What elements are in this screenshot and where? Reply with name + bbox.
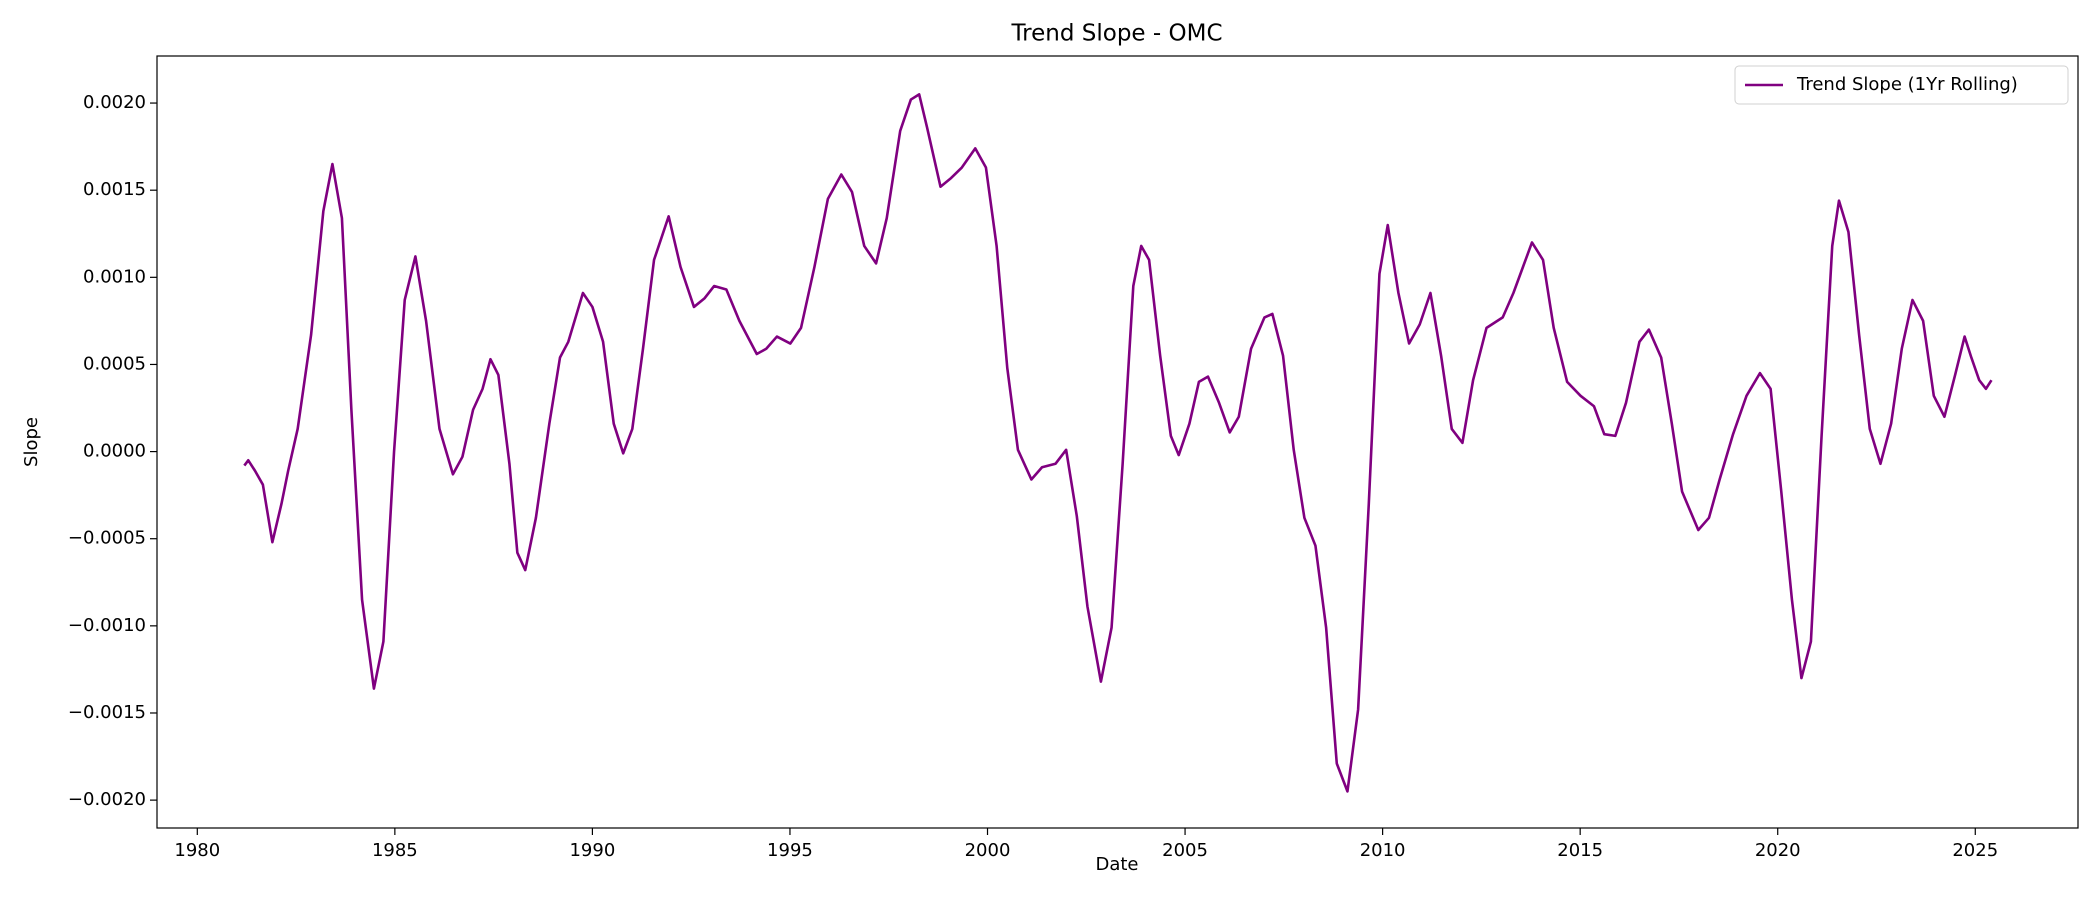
x-tick-label: 1985 (372, 840, 418, 861)
y-tick-label: −0.0015 (68, 702, 146, 723)
legend-label: Trend Slope (1Yr Rolling) (1796, 74, 2018, 95)
y-tick-label: 0.0015 (83, 179, 146, 200)
x-tick-label: 2010 (1360, 840, 1406, 861)
y-axis-label: Slope (21, 417, 42, 467)
x-tick-label: 2025 (1952, 840, 1998, 861)
x-tick-label: 1980 (174, 840, 220, 861)
plot-frame (156, 55, 2079, 829)
x-tick-label: 2000 (965, 840, 1011, 861)
x-tick-label: 2020 (1755, 840, 1801, 861)
x-tick-label: 2005 (1162, 840, 1208, 861)
x-tick-label: 1990 (569, 840, 615, 861)
y-tick-label: 0.0005 (83, 353, 146, 374)
y-tick-label: 0.0000 (83, 441, 146, 462)
x-tick-label: 1995 (767, 840, 813, 861)
y-tick-label: −0.0005 (68, 528, 146, 549)
x-axis-label: Date (1095, 854, 1138, 875)
legend-box (1734, 65, 2069, 105)
y-tick-label: 0.0010 (83, 266, 146, 287)
y-tick-label: −0.0020 (68, 789, 146, 810)
y-tick-label: 0.0020 (83, 92, 146, 113)
x-tick-label: 2015 (1557, 840, 1603, 861)
series-line (243, 93, 1993, 793)
y-tick-label: −0.0010 (68, 615, 146, 636)
chart-title: Trend Slope - OMC (1011, 21, 1223, 47)
